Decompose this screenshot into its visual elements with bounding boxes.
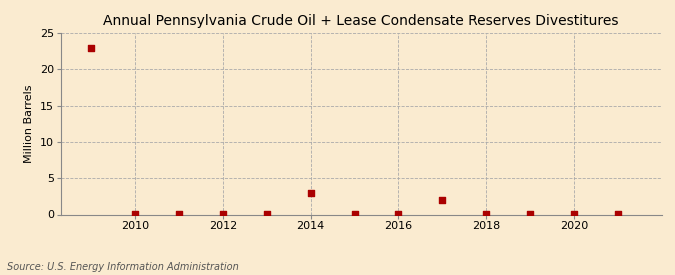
Point — [612, 212, 623, 216]
Y-axis label: Million Barrels: Million Barrels — [24, 84, 34, 163]
Point — [437, 198, 448, 202]
Point — [393, 212, 404, 216]
Point — [481, 212, 491, 216]
Point — [130, 212, 140, 216]
Point — [349, 212, 360, 216]
Point — [86, 45, 97, 50]
Point — [173, 212, 184, 216]
Point — [305, 191, 316, 196]
Point — [524, 212, 535, 216]
Point — [568, 212, 579, 216]
Text: Source: U.S. Energy Information Administration: Source: U.S. Energy Information Administ… — [7, 262, 238, 272]
Title: Annual Pennsylvania Crude Oil + Lease Condensate Reserves Divestitures: Annual Pennsylvania Crude Oil + Lease Co… — [103, 14, 619, 28]
Point — [261, 212, 272, 216]
Point — [217, 212, 228, 216]
